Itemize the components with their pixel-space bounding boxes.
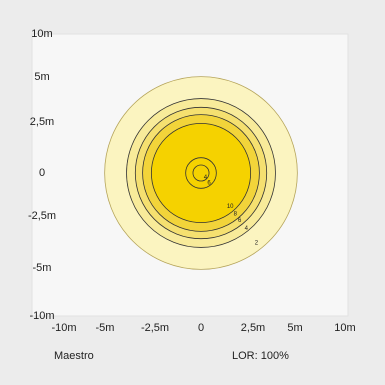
x-tick-label-6: 10m — [334, 322, 355, 334]
x-tick-label-4: 2,5m — [241, 322, 265, 334]
contour-6-5 — [185, 157, 217, 189]
x-tick-label-1: -5m — [96, 322, 115, 334]
contour-label-0: 2 — [255, 241, 259, 247]
y-axis-ticks: 10m 5m 2,5m 0 -2,5m -5m -10m — [28, 28, 56, 322]
y-tick-label-4: -2,5m — [28, 210, 56, 222]
x-tick-label-5: 5m — [287, 322, 302, 334]
contour-4-6 — [192, 164, 210, 182]
contour-label-4: 10 — [227, 204, 234, 210]
x-axis-ticks: -10m -5m -2,5m 0 2,5m 5m 10m — [51, 322, 355, 334]
x-tick-label-3: 0 — [198, 322, 204, 334]
contour-group — [104, 76, 298, 270]
contour-10-4 — [150, 122, 252, 224]
y-tick-label-1: 5m — [34, 71, 49, 83]
contour-label-3: 8 — [234, 211, 238, 217]
contour-label-6: 4 — [204, 175, 208, 181]
y-tick-label-0: 10m — [31, 28, 52, 40]
luminaire-name: Maestro — [54, 350, 94, 362]
contour-label-1: 4 — [245, 226, 249, 232]
x-tick-label-2: -2,5m — [141, 322, 169, 334]
lor-value: LOR: 100% — [232, 350, 289, 362]
y-tick-label-2: 2,5m — [30, 116, 54, 128]
contour-label-5: 6 — [207, 181, 211, 187]
x-tick-label-0: -10m — [51, 322, 76, 334]
y-tick-label-6: -10m — [29, 310, 54, 322]
y-tick-label-3: 0 — [39, 167, 45, 179]
y-tick-label-5: -5m — [33, 262, 52, 274]
contour-label-2: 6 — [238, 218, 242, 224]
